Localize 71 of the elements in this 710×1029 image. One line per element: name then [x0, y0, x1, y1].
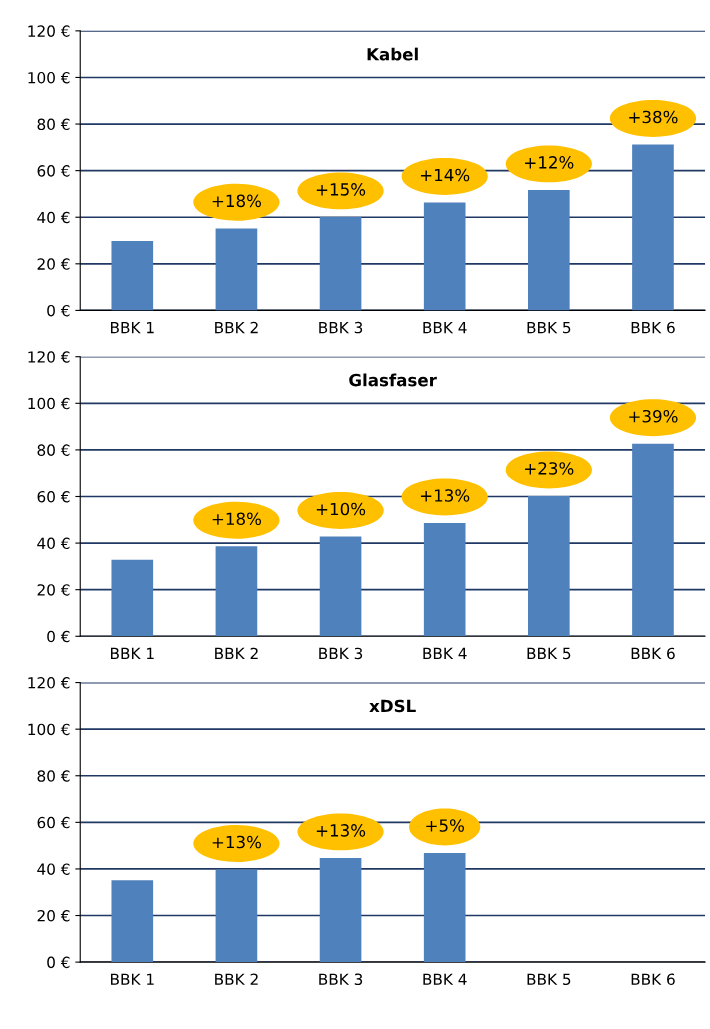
x-tick-label: BBK 4 — [423, 973, 467, 985]
y-tick-label: 0 € — [47, 956, 70, 969]
text: Kabel — [367, 47, 418, 61]
y-tick-label: 0 € — [47, 630, 70, 643]
annotation: +38% — [629, 110, 678, 124]
annotation: +18% — [212, 512, 262, 526]
x-tick-label: BBK 5 — [527, 322, 571, 334]
annotation: +18% — [212, 194, 262, 208]
y-tick-label: 20 € — [37, 258, 70, 270]
x-tick-label: BBK 5 — [527, 973, 571, 986]
x-tick-label: BBK 6 — [631, 973, 675, 986]
bar — [319, 857, 362, 963]
y-tick-label: 20 € — [37, 909, 70, 922]
bar — [215, 546, 258, 637]
y-tick-label: 60 € — [37, 490, 70, 503]
x-tick-label: BBK 2 — [215, 321, 258, 334]
annotation: +10% — [316, 502, 366, 516]
bar — [215, 869, 258, 963]
x-tick-label: BBK 4 — [423, 647, 467, 659]
bar — [423, 853, 466, 963]
bar — [528, 189, 570, 311]
bar — [215, 228, 258, 311]
annotation: +13% — [316, 824, 366, 837]
x-tick-label: BBK 2 — [215, 973, 258, 985]
annotation: +12% — [525, 156, 574, 169]
bar — [319, 217, 362, 311]
x-tick-label: BBK 1 — [111, 973, 154, 985]
y-tick-label: 60 € — [37, 816, 70, 829]
x-tick-label: BBK 4 — [423, 322, 467, 334]
annotation: +15% — [316, 183, 366, 196]
bar — [423, 523, 466, 637]
bar — [111, 559, 154, 637]
y-tick-label: 80 € — [37, 770, 70, 782]
bar — [632, 144, 674, 311]
x-tick-label: BBK 2 — [215, 647, 258, 659]
bar — [632, 443, 674, 637]
x-tick-label: BBK 3 — [319, 321, 363, 334]
y-tick-label: 40 € — [37, 863, 70, 875]
x-tick-label: BBK 6 — [631, 321, 675, 334]
bar — [319, 536, 362, 637]
y-tick-label: 120 € — [28, 351, 70, 363]
y-tick-label: 0 € — [47, 304, 70, 317]
annotation: +39% — [629, 409, 678, 423]
x-tick-label: BBK 1 — [111, 322, 154, 334]
y-tick-label: 100 € — [28, 723, 70, 736]
y-tick-label: 80 € — [37, 118, 70, 131]
x-tick-label: BBK 1 — [111, 647, 154, 659]
bar — [111, 880, 154, 963]
y-tick-label: 40 € — [37, 537, 70, 550]
bar — [528, 496, 570, 637]
annotation: +14% — [420, 168, 470, 182]
y-tick-label: 120 € — [28, 25, 70, 37]
text: Glasfaser — [349, 373, 437, 387]
annotation: +13% — [420, 489, 470, 502]
y-tick-label: 60 € — [37, 165, 70, 177]
y-tick-label: 80 € — [37, 444, 70, 456]
y-tick-label: 120 € — [28, 677, 70, 689]
annotation: +5% — [426, 819, 464, 832]
text: xDSL — [369, 699, 416, 713]
bar — [423, 202, 466, 311]
annotation: +23% — [525, 462, 574, 475]
x-tick-label: BBK 3 — [319, 973, 363, 986]
x-tick-label: BBK 6 — [631, 647, 675, 660]
y-tick-label: 100 € — [28, 71, 70, 84]
annotation: +13% — [212, 835, 262, 849]
x-tick-label: BBK 3 — [319, 647, 363, 660]
y-tick-label: 40 € — [37, 211, 70, 224]
bar — [111, 240, 154, 311]
y-tick-label: 100 € — [28, 397, 70, 410]
y-tick-label: 20 € — [37, 584, 70, 596]
x-tick-label: BBK 5 — [527, 647, 571, 660]
